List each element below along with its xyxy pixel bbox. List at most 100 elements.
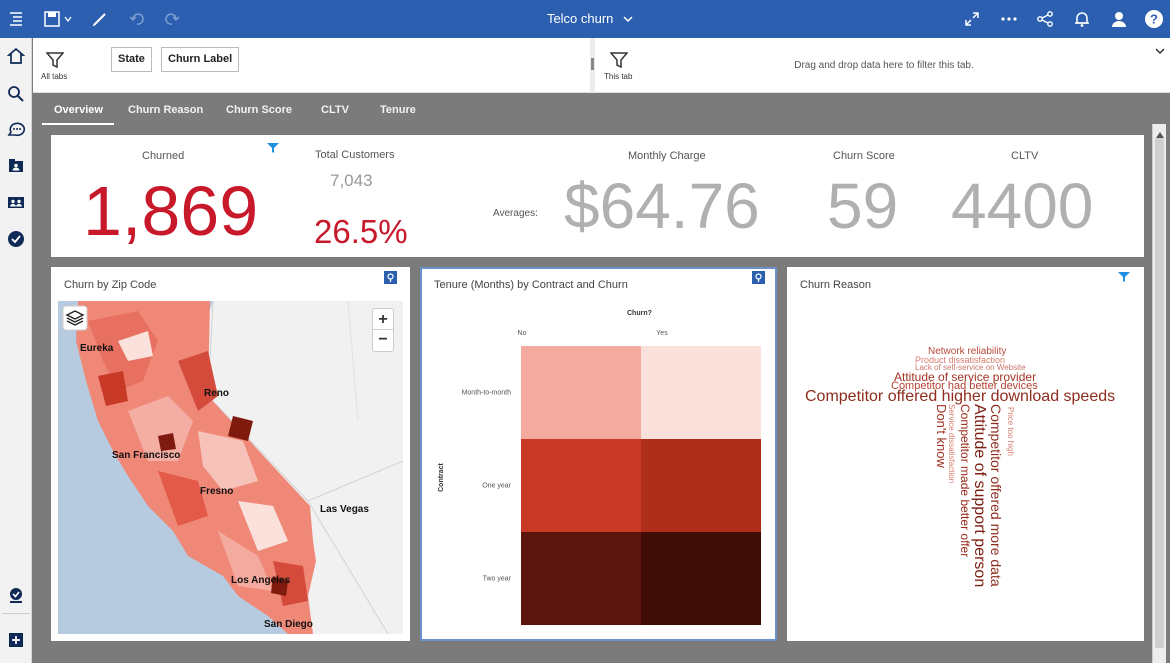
chevron-down-icon[interactable]	[1154, 43, 1166, 61]
wordcloud-word[interactable]: Price too high	[1006, 407, 1015, 456]
nav-divider	[2, 613, 30, 614]
map-area[interactable]: + − Eureka Reno San Francisco Fresno Las…	[58, 301, 403, 634]
notification-bell-icon[interactable]	[1070, 7, 1094, 31]
map-title: Churn by Zip Code	[64, 279, 157, 291]
wordcloud-word[interactable]: Competitor offered higher download speed…	[805, 388, 1116, 405]
kpi-panel: Churned 1,869 Total Customers 7,043 26.5…	[51, 135, 1144, 257]
add-icon[interactable]	[4, 628, 28, 652]
wordcloud-word[interactable]: Attitude of service provider	[894, 370, 1037, 384]
heatmap-x-axis-title: Churn?	[627, 310, 652, 317]
heatmap-cell[interactable]	[521, 532, 641, 625]
undo-icon[interactable]	[125, 7, 149, 31]
vertical-scrollbar[interactable]	[1152, 124, 1166, 663]
info-pin-icon[interactable]	[384, 271, 397, 289]
dashboard-title[interactable]: Telco churn	[510, 0, 670, 38]
wordcloud-word[interactable]: Competitor had better devices	[891, 380, 1038, 392]
heatmap-cell[interactable]	[521, 346, 641, 439]
heatmap-x-tick-label: No	[518, 330, 527, 337]
save-icon[interactable]	[40, 7, 64, 31]
wordcloud-panel: Churn Reason Network reliability Product…	[787, 267, 1144, 641]
map-city-label: San Francisco	[112, 450, 181, 461]
scroll-up-icon[interactable]	[1155, 126, 1165, 144]
redo-icon[interactable]	[160, 7, 184, 31]
active-tab-indicator	[42, 123, 114, 125]
map-panel: Churn by Zip Code	[51, 267, 410, 641]
map-city-label: Los Angeles	[231, 575, 291, 586]
filter-icon[interactable]	[1118, 270, 1130, 288]
app-header: Telco churn ?	[0, 0, 1170, 38]
total-customers-value: 7,043	[330, 171, 373, 190]
monthly-charge-value: $64.76	[564, 170, 760, 242]
more-icon[interactable]	[997, 7, 1021, 31]
filter-icon[interactable]	[609, 52, 629, 73]
tab-overview[interactable]: Overview	[54, 104, 103, 116]
heatmap-y-tick-label: Month-to-month	[462, 390, 512, 397]
averages-label: Averages:	[493, 208, 538, 219]
my-content-icon[interactable]	[4, 154, 28, 178]
zoom-controls: + −	[372, 308, 394, 352]
heatmap-title: Tenure (Months) by Contract and Churn	[434, 279, 628, 291]
churn-label-filter-chip[interactable]: Churn Label	[161, 47, 240, 72]
tab-cltv[interactable]: CLTV	[321, 104, 349, 116]
zoom-out-button[interactable]: −	[378, 331, 388, 348]
wordcloud-word[interactable]: Service dissatisfaction	[947, 404, 956, 484]
filter-icon[interactable]	[45, 52, 65, 73]
layers-icon	[65, 310, 85, 326]
map-city-label: Fresno	[200, 486, 234, 497]
tab-bar: Overview Churn Reason Churn Score CLTV T…	[33, 93, 1170, 127]
filter-icon[interactable]	[267, 141, 279, 159]
recent-icon[interactable]	[4, 227, 28, 251]
heatmap-cell[interactable]	[641, 532, 761, 625]
assistant-icon[interactable]	[4, 118, 28, 142]
wordcloud-word[interactable]: Competitor made better offer	[958, 404, 972, 558]
wordcloud-word[interactable]: Product dissatisfaction	[915, 355, 1006, 365]
heatmap-chart: No Yes Month-to-month One year Two year	[462, 330, 761, 625]
map-city-label: Las Vegas	[320, 504, 369, 515]
edit-icon[interactable]	[88, 7, 112, 31]
home-icon[interactable]	[4, 44, 28, 68]
heatmap-panel: Tenure (Months) by Contract and Churn Ch…	[420, 267, 777, 641]
new-content-icon[interactable]	[4, 583, 28, 607]
heatmap-y-tick-label: Two year	[483, 576, 512, 583]
heatmap-cell[interactable]	[521, 439, 641, 532]
share-icon[interactable]	[1033, 7, 1057, 31]
help-icon[interactable]: ?	[1142, 7, 1166, 31]
chevron-down-icon[interactable]	[60, 7, 76, 31]
team-content-icon[interactable]	[4, 190, 28, 214]
wordcloud-word[interactable]: Lack of self-service on Website	[915, 363, 1026, 372]
wordcloud-title: Churn Reason	[800, 279, 871, 291]
user-icon[interactable]	[1107, 7, 1131, 31]
churned-value: 1,869	[83, 172, 259, 250]
filter-bar: All tabs State Churn Label This tab Drag…	[33, 38, 1170, 93]
map-city-label: Reno	[204, 388, 229, 399]
all-tabs-label: All tabs	[41, 72, 68, 81]
drop-zone-hint[interactable]: Drag and drop data here to filter this t…	[794, 60, 974, 71]
expand-icon[interactable]	[960, 7, 984, 31]
tab-tenure[interactable]: Tenure	[380, 104, 416, 116]
dashboard-title-text: Telco churn	[546, 11, 614, 26]
svg-text:?: ?	[1150, 12, 1158, 27]
heatmap-y-tick-label: One year	[482, 483, 511, 490]
search-icon[interactable]	[4, 82, 28, 106]
wordcloud-word[interactable]: Network reliability	[928, 346, 1007, 357]
left-nav	[0, 38, 32, 663]
churn-rate-value: 26.5%	[314, 213, 408, 250]
tab-churn-score[interactable]: Churn Score	[226, 104, 293, 116]
resize-handle[interactable]	[591, 58, 594, 70]
scroll-thumb[interactable]	[1155, 138, 1164, 648]
zoom-in-button[interactable]: +	[373, 309, 393, 330]
tab-churn-reason[interactable]: Churn Reason	[128, 104, 204, 116]
wordcloud-word[interactable]: Attitude of support person	[971, 404, 988, 588]
map-city-label: Eureka	[80, 343, 114, 354]
map-city-label: San Diego	[264, 619, 313, 630]
info-pin-icon[interactable]	[752, 271, 765, 289]
state-filter-chip[interactable]: State	[111, 47, 152, 72]
chevron-down-icon	[623, 1, 633, 39]
wordcloud-word[interactable]: Competitor offered more data	[988, 404, 1004, 587]
churn-score-value: 59	[827, 170, 899, 242]
menu-icon[interactable]	[4, 7, 28, 31]
wordcloud-word[interactable]: Don't know	[934, 404, 949, 468]
heatmap-x-tick-label: Yes	[656, 330, 668, 337]
heatmap-cell[interactable]	[641, 346, 761, 439]
heatmap-cell[interactable]	[641, 439, 761, 532]
